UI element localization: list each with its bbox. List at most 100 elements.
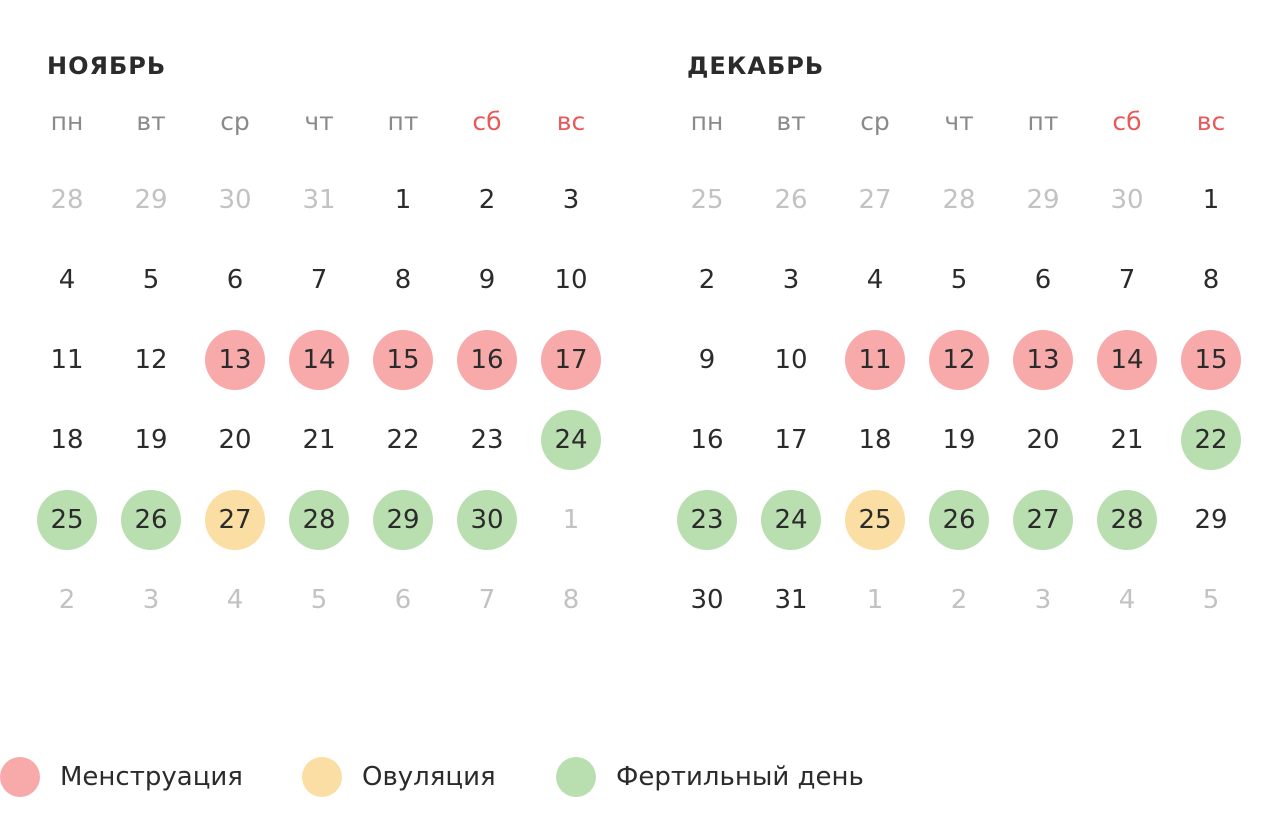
day-cell-outside-month: 3 <box>109 560 193 640</box>
day-number: 26 <box>121 490 181 550</box>
day-cell[interactable]: 3 <box>529 160 613 240</box>
day-cell[interactable]: 6 <box>193 240 277 320</box>
legend-dot-fertile <box>556 757 596 797</box>
day-cell-fertile[interactable]: 23 <box>665 480 749 560</box>
day-cell-outside-month: 26 <box>749 160 833 240</box>
weekday-label: пт <box>1027 107 1059 136</box>
day-cell[interactable]: 10 <box>749 320 833 400</box>
weekday-label: чт <box>944 107 974 136</box>
day-cell[interactable]: 7 <box>1085 240 1169 320</box>
day-cell-outside-month: 8 <box>529 560 613 640</box>
day-cell-fertile[interactable]: 27 <box>1001 480 1085 560</box>
day-cell-menstruation[interactable]: 15 <box>361 320 445 400</box>
day-number: 12 <box>134 345 168 375</box>
weekday-header: пн вт ср чт пт сб вс <box>665 100 1253 144</box>
day-cell[interactable]: 1 <box>361 160 445 240</box>
day-cell-menstruation[interactable]: 13 <box>1001 320 1085 400</box>
day-cell-menstruation[interactable]: 13 <box>193 320 277 400</box>
day-cell[interactable]: 12 <box>109 320 193 400</box>
weekday-label: вт <box>136 107 166 136</box>
day-cell-outside-month: 4 <box>193 560 277 640</box>
day-number: 28 <box>289 490 349 550</box>
day-cell[interactable]: 10 <box>529 240 613 320</box>
day-cell-menstruation[interactable]: 17 <box>529 320 613 400</box>
weekday-label: пт <box>387 107 419 136</box>
day-number: 23 <box>470 425 504 455</box>
day-cell-menstruation[interactable]: 15 <box>1169 320 1253 400</box>
day-number: 11 <box>845 330 905 390</box>
day-cell[interactable]: 9 <box>445 240 529 320</box>
day-number: 20 <box>1026 425 1060 455</box>
day-cell[interactable]: 16 <box>665 400 749 480</box>
day-number: 27 <box>858 185 892 215</box>
day-number: 6 <box>394 585 412 615</box>
day-cell-fertile[interactable]: 25 <box>25 480 109 560</box>
day-cell-outside-month: 7 <box>445 560 529 640</box>
day-cell[interactable]: 21 <box>277 400 361 480</box>
day-number: 5 <box>950 265 968 295</box>
day-cell[interactable]: 19 <box>917 400 1001 480</box>
day-cell[interactable]: 29 <box>1169 480 1253 560</box>
legend-dot-ovulation <box>302 757 342 797</box>
day-cell-fertile[interactable]: 28 <box>277 480 361 560</box>
day-number: 23 <box>677 490 737 550</box>
day-number: 14 <box>1097 330 1157 390</box>
day-cell[interactable]: 2 <box>665 240 749 320</box>
day-cell-fertile[interactable]: 28 <box>1085 480 1169 560</box>
day-cell[interactable]: 8 <box>361 240 445 320</box>
day-cell[interactable]: 21 <box>1085 400 1169 480</box>
day-number: 7 <box>478 585 496 615</box>
day-cell[interactable]: 22 <box>361 400 445 480</box>
day-number: 8 <box>562 585 580 615</box>
day-cell[interactable]: 4 <box>833 240 917 320</box>
day-cell-fertile[interactable]: 26 <box>917 480 1001 560</box>
day-number: 13 <box>205 330 265 390</box>
day-cell[interactable]: 3 <box>749 240 833 320</box>
day-cell-outside-month: 28 <box>25 160 109 240</box>
weekday-label: сб <box>1112 107 1142 136</box>
day-cell-fertile[interactable]: 30 <box>445 480 529 560</box>
day-cell-menstruation[interactable]: 12 <box>917 320 1001 400</box>
day-cell-menstruation[interactable]: 14 <box>277 320 361 400</box>
day-cell[interactable]: 20 <box>1001 400 1085 480</box>
day-number: 4 <box>226 585 244 615</box>
day-cell[interactable]: 9 <box>665 320 749 400</box>
day-number: 6 <box>1034 265 1052 295</box>
day-cell[interactable]: 8 <box>1169 240 1253 320</box>
day-cell-ovulation[interactable]: 27 <box>193 480 277 560</box>
day-cell[interactable]: 5 <box>109 240 193 320</box>
day-number: 22 <box>1181 410 1241 470</box>
day-cell[interactable]: 6 <box>1001 240 1085 320</box>
day-cell[interactable]: 30 <box>665 560 749 640</box>
day-cell-menstruation[interactable]: 14 <box>1085 320 1169 400</box>
day-cell[interactable]: 31 <box>749 560 833 640</box>
day-cell[interactable]: 23 <box>445 400 529 480</box>
days-grid: 28 29 30 31 1 2 3 4 5 6 7 8 9 10 11 12 13 14 15 16 17 18 19 20 2… <box>25 160 613 640</box>
day-cell-fertile[interactable]: 24 <box>749 480 833 560</box>
day-cell[interactable]: 17 <box>749 400 833 480</box>
day-cell-ovulation[interactable]: 25 <box>833 480 917 560</box>
day-cell-outside-month: 4 <box>1085 560 1169 640</box>
day-cell[interactable]: 20 <box>193 400 277 480</box>
day-cell[interactable]: 1 <box>1169 160 1253 240</box>
day-cell-fertile[interactable]: 22 <box>1169 400 1253 480</box>
day-cell-menstruation[interactable]: 16 <box>445 320 529 400</box>
day-cell-fertile[interactable]: 24 <box>529 400 613 480</box>
day-cell[interactable]: 18 <box>25 400 109 480</box>
day-cell-fertile[interactable]: 26 <box>109 480 193 560</box>
day-cell-menstruation[interactable]: 11 <box>833 320 917 400</box>
day-cell-fertile[interactable]: 29 <box>361 480 445 560</box>
day-number: 8 <box>394 265 412 295</box>
day-cell[interactable]: 2 <box>445 160 529 240</box>
day-number: 29 <box>1194 505 1228 535</box>
legend: Менструация Овуляция Фертильный день <box>0 752 1280 802</box>
day-number: 5 <box>1202 585 1220 615</box>
day-cell[interactable]: 4 <box>25 240 109 320</box>
day-cell[interactable]: 5 <box>917 240 1001 320</box>
day-cell[interactable]: 11 <box>25 320 109 400</box>
day-cell[interactable]: 7 <box>277 240 361 320</box>
day-cell[interactable]: 19 <box>109 400 193 480</box>
day-cell[interactable]: 18 <box>833 400 917 480</box>
weekday-label: пн <box>50 107 84 136</box>
day-cell-outside-month: 1 <box>529 480 613 560</box>
